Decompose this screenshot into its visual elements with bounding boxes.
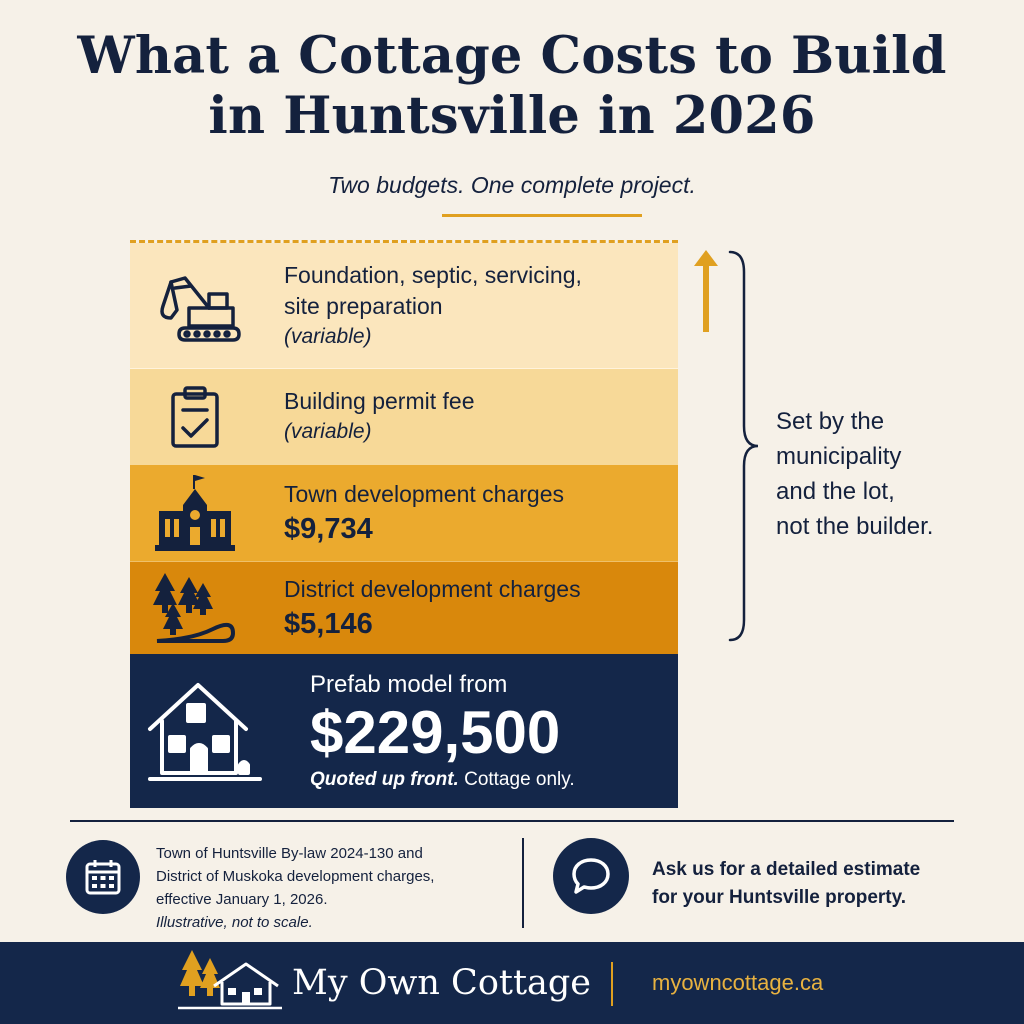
calendar-badge: [66, 840, 140, 914]
layer-town-charges: Town development charges $9,734: [130, 464, 678, 561]
cottage-logo-icon: [178, 950, 282, 1010]
aside-line-3: and the lot,: [776, 478, 895, 505]
site-prep-label-line-2: site preparation: [284, 292, 443, 319]
title-line-2: in Huntsville in 2026: [208, 86, 816, 146]
aside-line-1: Set by the: [776, 408, 885, 435]
page-title: What a Cottage Costs to Build in Huntsvi…: [0, 26, 1024, 146]
excavator-icon: [160, 275, 241, 342]
source-line-4: Illustrative, not to scale.: [156, 914, 313, 931]
district-charges-label: District development charges: [284, 575, 581, 602]
forest-road-icon: [153, 573, 236, 643]
arrow-up-icon: [694, 250, 718, 332]
brand-divider: [611, 962, 613, 1006]
layer-prefab-model: Prefab model from $229,500 Quoted up fro…: [130, 654, 678, 808]
town-charges-amount: $9,734: [284, 512, 373, 545]
source-line-1: Town of Huntsville By-law 2024-130 and: [156, 845, 423, 862]
prefab-amount: $229,500: [310, 698, 561, 766]
chat-bubble-icon: [572, 858, 610, 894]
prefab-label: Prefab model from: [310, 670, 508, 698]
brand-name: My Own Cottage: [292, 963, 592, 1003]
source-line-2: District of Muskoka development charges,: [156, 868, 435, 885]
brand-footer: [0, 942, 1024, 1024]
subtitle-rule: [442, 214, 642, 217]
title-line-1: What a Cottage Costs to Build: [77, 26, 947, 86]
aside-note: Set by the municipality and the lot, not…: [776, 404, 986, 544]
prefab-quote: Quoted up front. Cottage only.: [310, 766, 678, 794]
layer-district-charges: District development charges $5,146: [130, 561, 678, 654]
source-note: Town of Huntsville By-law 2024-130 and D…: [156, 842, 496, 934]
house-icon: [148, 683, 262, 781]
chat-badge: [553, 838, 629, 914]
footer-rule: [70, 820, 954, 822]
layer-building-permit: Building permit fee (variable): [130, 368, 678, 464]
layer-site-preparation: Foundation, septic, servicing, site prep…: [130, 243, 678, 368]
cta-line-2: for your Huntsville property.: [652, 887, 907, 908]
aside-line-2: municipality: [776, 443, 902, 470]
subtitle: Two budgets. One complete project.: [328, 172, 696, 198]
permit-note: (variable): [284, 420, 372, 443]
aside-line-4: not the builder.: [776, 513, 934, 540]
clipboard-check-icon: [171, 385, 219, 448]
town-hall-icon: [155, 475, 235, 551]
town-charges-label: Town development charges: [284, 480, 564, 507]
right-brace: [728, 250, 759, 642]
prefab-quote-bold: Quoted up front.: [310, 768, 459, 790]
calendar-icon: [85, 860, 121, 895]
brand-url[interactable]: myowncottage.ca: [652, 970, 824, 995]
cta-text: Ask us for a detailed estimate for your …: [652, 856, 962, 912]
cta-line-1: Ask us for a detailed estimate: [652, 859, 921, 880]
site-prep-note: (variable): [284, 324, 372, 348]
source-line-3: effective January 1, 2026.: [156, 891, 328, 908]
dashed-top-line: [130, 240, 678, 243]
footer-divider: [522, 838, 524, 928]
permit-label: Building permit fee: [284, 388, 475, 414]
site-prep-label-line-1: Foundation, septic, servicing,: [284, 261, 582, 288]
prefab-quote-rest: Cottage only.: [458, 768, 575, 790]
district-charges-amount: $5,146: [284, 607, 373, 640]
